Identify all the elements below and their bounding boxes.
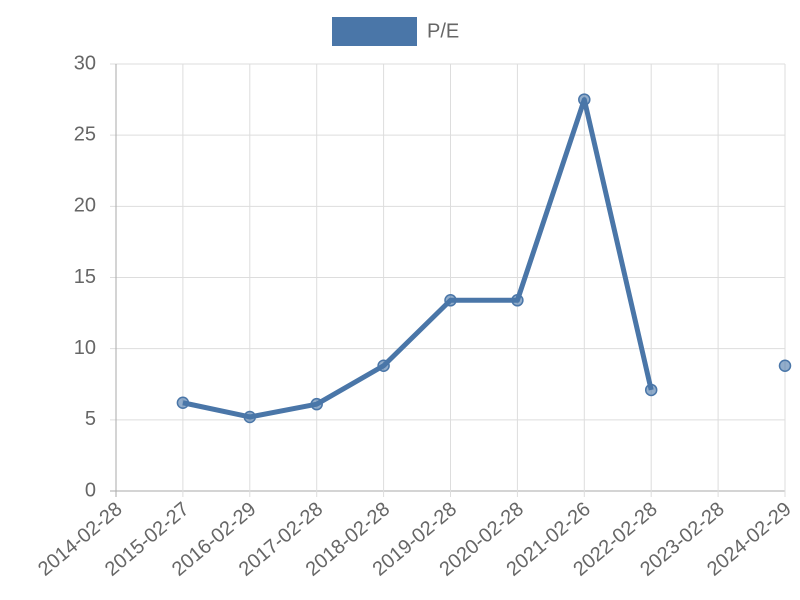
y-tick-label: 5 [85,408,96,430]
point [243,410,257,424]
y-tick-label: 15 [74,266,96,288]
y-tick-label: 30 [74,52,96,74]
y-tick-label: 10 [74,337,96,359]
point [310,397,323,411]
point [444,294,457,307]
y-tick-label: 0 [85,479,96,501]
point [578,93,591,106]
point [511,294,524,307]
legend-label[interactable]: P/E [427,20,459,42]
point [176,396,190,410]
point [644,383,658,397]
line [183,100,785,417]
point [377,359,390,372]
y-tick-label: 25 [74,123,96,145]
y-tick-label: 20 [74,195,96,217]
point [778,359,792,372]
legend-swatch [332,17,417,46]
